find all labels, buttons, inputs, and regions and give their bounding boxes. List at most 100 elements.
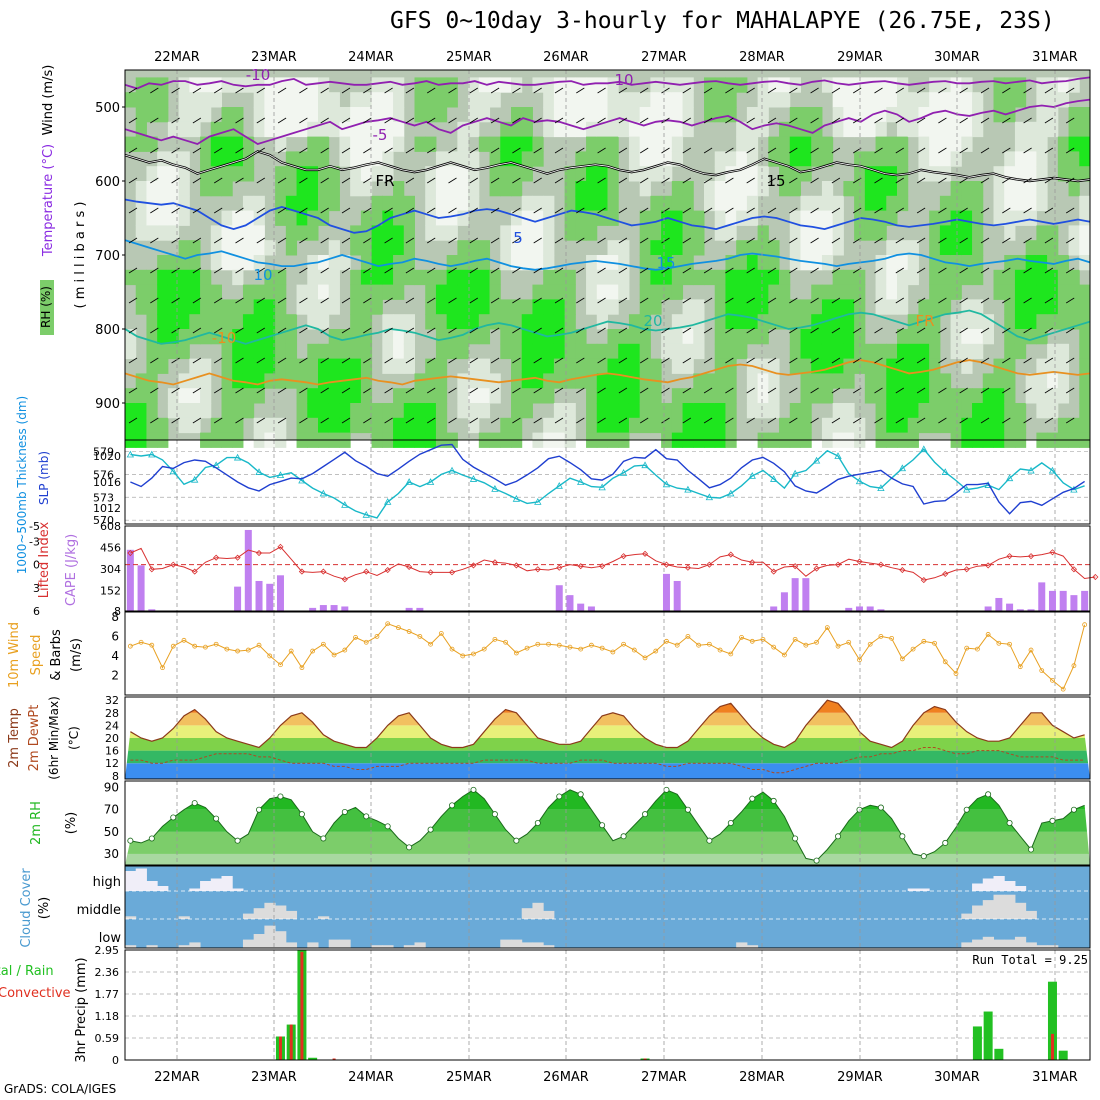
- cloud-cell-low: [382, 945, 394, 948]
- rh-cell: [178, 151, 190, 167]
- wind-barb: [277, 87, 287, 94]
- cloud-cell-high: [125, 871, 137, 891]
- rh-cell: [393, 329, 405, 345]
- wind-barb: [980, 267, 990, 274]
- rh-cell: [1004, 181, 1016, 197]
- rh-cell: [972, 210, 984, 226]
- rh2m-marker: [449, 802, 456, 809]
- rh-cell: [307, 151, 319, 167]
- rh-cell: [1036, 92, 1048, 108]
- rh-cell: [789, 314, 801, 330]
- li-marker: [298, 568, 305, 575]
- thickness-marker: [619, 469, 628, 476]
- contour-label: 5: [513, 229, 523, 247]
- wind-barb: [1044, 237, 1054, 244]
- precip-total-bar: [994, 1048, 1004, 1060]
- rh-cell: [435, 92, 448, 108]
- rh-cell: [232, 121, 244, 138]
- wind-barb: [1044, 117, 1054, 124]
- lifted-index-line: [130, 546, 1096, 581]
- y-tick-temp: 8: [112, 770, 119, 783]
- wind-barb: [597, 237, 606, 244]
- rh-cell: [253, 299, 265, 315]
- wind-barb: [959, 417, 968, 424]
- rh-cell: [242, 166, 255, 182]
- x-tick-label-top: 26MAR: [543, 50, 589, 65]
- rh-cell: [929, 240, 941, 256]
- rh-cell: [961, 92, 973, 108]
- li-marker: [985, 562, 992, 569]
- rh2m-marker: [556, 793, 563, 800]
- wind-barb: [469, 147, 479, 154]
- rh2m-marker: [491, 811, 498, 818]
- wind-barb: [405, 387, 415, 394]
- y-tick-cape: 456: [100, 542, 121, 555]
- rh-cell: [693, 210, 705, 226]
- wind-barb: [277, 117, 287, 124]
- wind-barb: [192, 297, 202, 304]
- li-marker: [534, 566, 541, 573]
- rh-cell: [596, 403, 608, 419]
- wind-speed-marker: [428, 641, 433, 647]
- contour-label: 10: [253, 266, 272, 284]
- li-marker: [1027, 553, 1035, 560]
- rh-cell: [864, 210, 877, 226]
- y-tick-cape: 304: [100, 563, 121, 576]
- rh-cell: [1079, 388, 1091, 404]
- rh-cell: [350, 121, 362, 138]
- wind-barb: [277, 357, 287, 364]
- rh-cell: [661, 240, 673, 256]
- rh-cell: [360, 151, 373, 167]
- rh-cell: [982, 403, 994, 419]
- rh-cell: [200, 107, 212, 123]
- cloud-cell-high: [189, 888, 201, 891]
- rh-cell: [789, 255, 801, 271]
- rh-cell: [671, 358, 684, 374]
- wind-speed-marker: [449, 646, 455, 652]
- rh-cell: [146, 329, 158, 345]
- li-marker: [641, 550, 649, 557]
- rh-cell: [972, 343, 984, 360]
- wind-barb: [576, 87, 585, 94]
- rh-cell: [489, 269, 501, 286]
- rh-cell: [242, 314, 255, 330]
- wind-barb: [448, 207, 457, 214]
- wind-barb: [1002, 327, 1011, 334]
- rh-cell: [575, 329, 587, 345]
- rh-cell: [1036, 358, 1048, 374]
- rh-cell: [1047, 92, 1059, 108]
- rh-cell: [821, 181, 834, 197]
- wind-barb: [469, 117, 479, 124]
- wind-barb: [980, 237, 990, 244]
- li-marker: [556, 564, 563, 571]
- rh2m-marker: [620, 833, 627, 840]
- x-tick-label-top: 22MAR: [154, 50, 200, 65]
- wind-barb: [874, 417, 883, 424]
- wind-barb: [277, 297, 287, 304]
- rh-cell: [1004, 314, 1016, 330]
- rh-cell: [468, 121, 480, 138]
- rh-cell: [886, 373, 898, 389]
- wind-barb: [554, 417, 564, 424]
- wind-barb: [959, 357, 968, 364]
- rh-cell: [757, 240, 769, 256]
- rh-cell: [275, 166, 287, 182]
- wind-barb: [810, 177, 819, 184]
- rh-cell: [532, 195, 544, 212]
- wind-barb: [363, 297, 372, 304]
- wind-barb: [213, 87, 223, 94]
- rh-cell: [1068, 417, 1080, 434]
- rh-cell: [543, 269, 555, 286]
- rh2m-marker: [534, 820, 541, 827]
- rh-cell: [832, 284, 844, 300]
- rh-cell: [596, 195, 608, 212]
- rh-cell: [371, 136, 383, 152]
- rh-cell: [746, 151, 759, 167]
- wind-barb: [533, 117, 542, 124]
- rh-cell: [543, 195, 555, 212]
- wind-barb: [980, 177, 990, 184]
- wind-barb: [831, 357, 841, 364]
- rh-cell: [157, 92, 169, 108]
- rh-cell: [500, 181, 512, 197]
- wind-barb: [639, 177, 649, 184]
